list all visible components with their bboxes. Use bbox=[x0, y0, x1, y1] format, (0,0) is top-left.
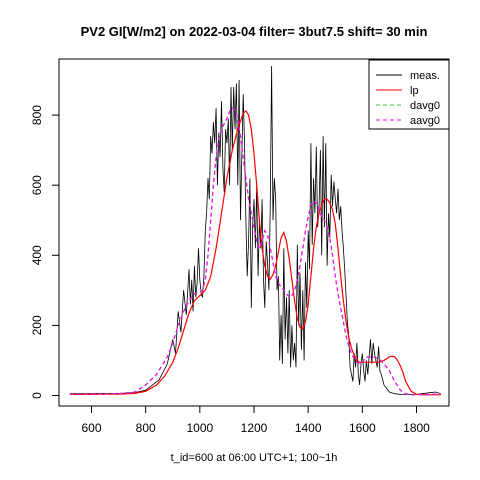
y-tick-label: 400 bbox=[30, 245, 44, 265]
series-line-aavg0 bbox=[69, 107, 441, 396]
legend-label-aavg0: aavg0 bbox=[410, 115, 440, 127]
legend-box bbox=[368, 59, 450, 130]
legend: meas. lp davg0 aavg0 bbox=[368, 59, 450, 130]
series-line-meas bbox=[69, 65, 442, 395]
series-layer bbox=[69, 65, 442, 396]
series-line-davg0 bbox=[69, 107, 441, 396]
y-tick-label: 800 bbox=[30, 105, 44, 125]
legend-label-lp: lp bbox=[410, 85, 419, 97]
x-tick-label: 1600 bbox=[349, 421, 376, 435]
x-tick-label: 600 bbox=[81, 421, 101, 435]
x-axis-label: t_id=600 at 06:00 UTC+1; 100~1h bbox=[171, 452, 338, 464]
x-tick-label: 1800 bbox=[403, 421, 430, 435]
x-tick-label: 1400 bbox=[295, 421, 322, 435]
legend-label-meas: meas. bbox=[410, 70, 440, 82]
chart-title: PV2 GI[W/m2] on 2022-03-04 filter= 3but7… bbox=[81, 24, 428, 39]
x-tick-label: 1000 bbox=[186, 421, 213, 435]
series-line-lp bbox=[69, 109, 441, 396]
y-tick-label: 600 bbox=[30, 175, 44, 195]
y-tick-label: 200 bbox=[30, 315, 44, 335]
y-tick-label: 0 bbox=[30, 392, 44, 399]
x-tick-label: 1200 bbox=[241, 421, 268, 435]
legend-label-davg0: davg0 bbox=[410, 100, 440, 112]
y-axis: 0 200 400 600 800 bbox=[30, 105, 60, 399]
x-axis: 600 800 1000 1200 1400 1600 1800 bbox=[81, 405, 430, 435]
x-tick-label: 800 bbox=[136, 421, 156, 435]
